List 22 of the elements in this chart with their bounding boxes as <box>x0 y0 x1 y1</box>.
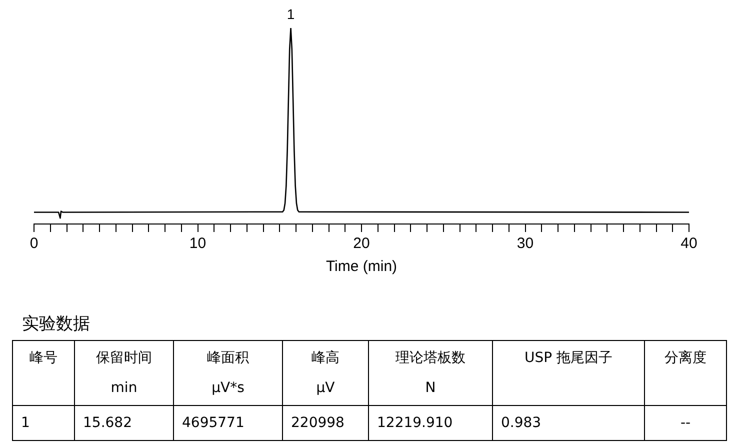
text: 保留时间 min <box>74 340 174 406</box>
text: 1 <box>12 406 74 440</box>
text: 峰面积 μV*s <box>174 340 282 406</box>
text: 分离度 <box>644 340 726 406</box>
text: -- <box>644 406 726 440</box>
x-tick-label: 0 <box>30 235 38 252</box>
text: 实验数据 <box>22 313 90 335</box>
x-tick-label: 40 <box>680 235 698 252</box>
text: 峰号 <box>12 340 74 406</box>
annotation: 1 <box>286 6 295 22</box>
text: USP 拖尾因子 <box>492 340 644 406</box>
x-tick-label: 20 <box>353 235 370 252</box>
text: 220998 <box>282 406 368 440</box>
x-tick-label: 30 <box>516 235 534 252</box>
text: 4695771 <box>174 406 282 440</box>
x-tick-label: 10 <box>189 235 206 252</box>
x-axis-title: Time (min) <box>326 258 398 276</box>
text: 理论塔板数 N <box>368 340 492 406</box>
text: 12219.910 <box>368 406 492 440</box>
text: 0.983 <box>492 406 644 440</box>
text: 15.682 <box>74 406 174 440</box>
text: 峰高 μV <box>282 340 368 406</box>
